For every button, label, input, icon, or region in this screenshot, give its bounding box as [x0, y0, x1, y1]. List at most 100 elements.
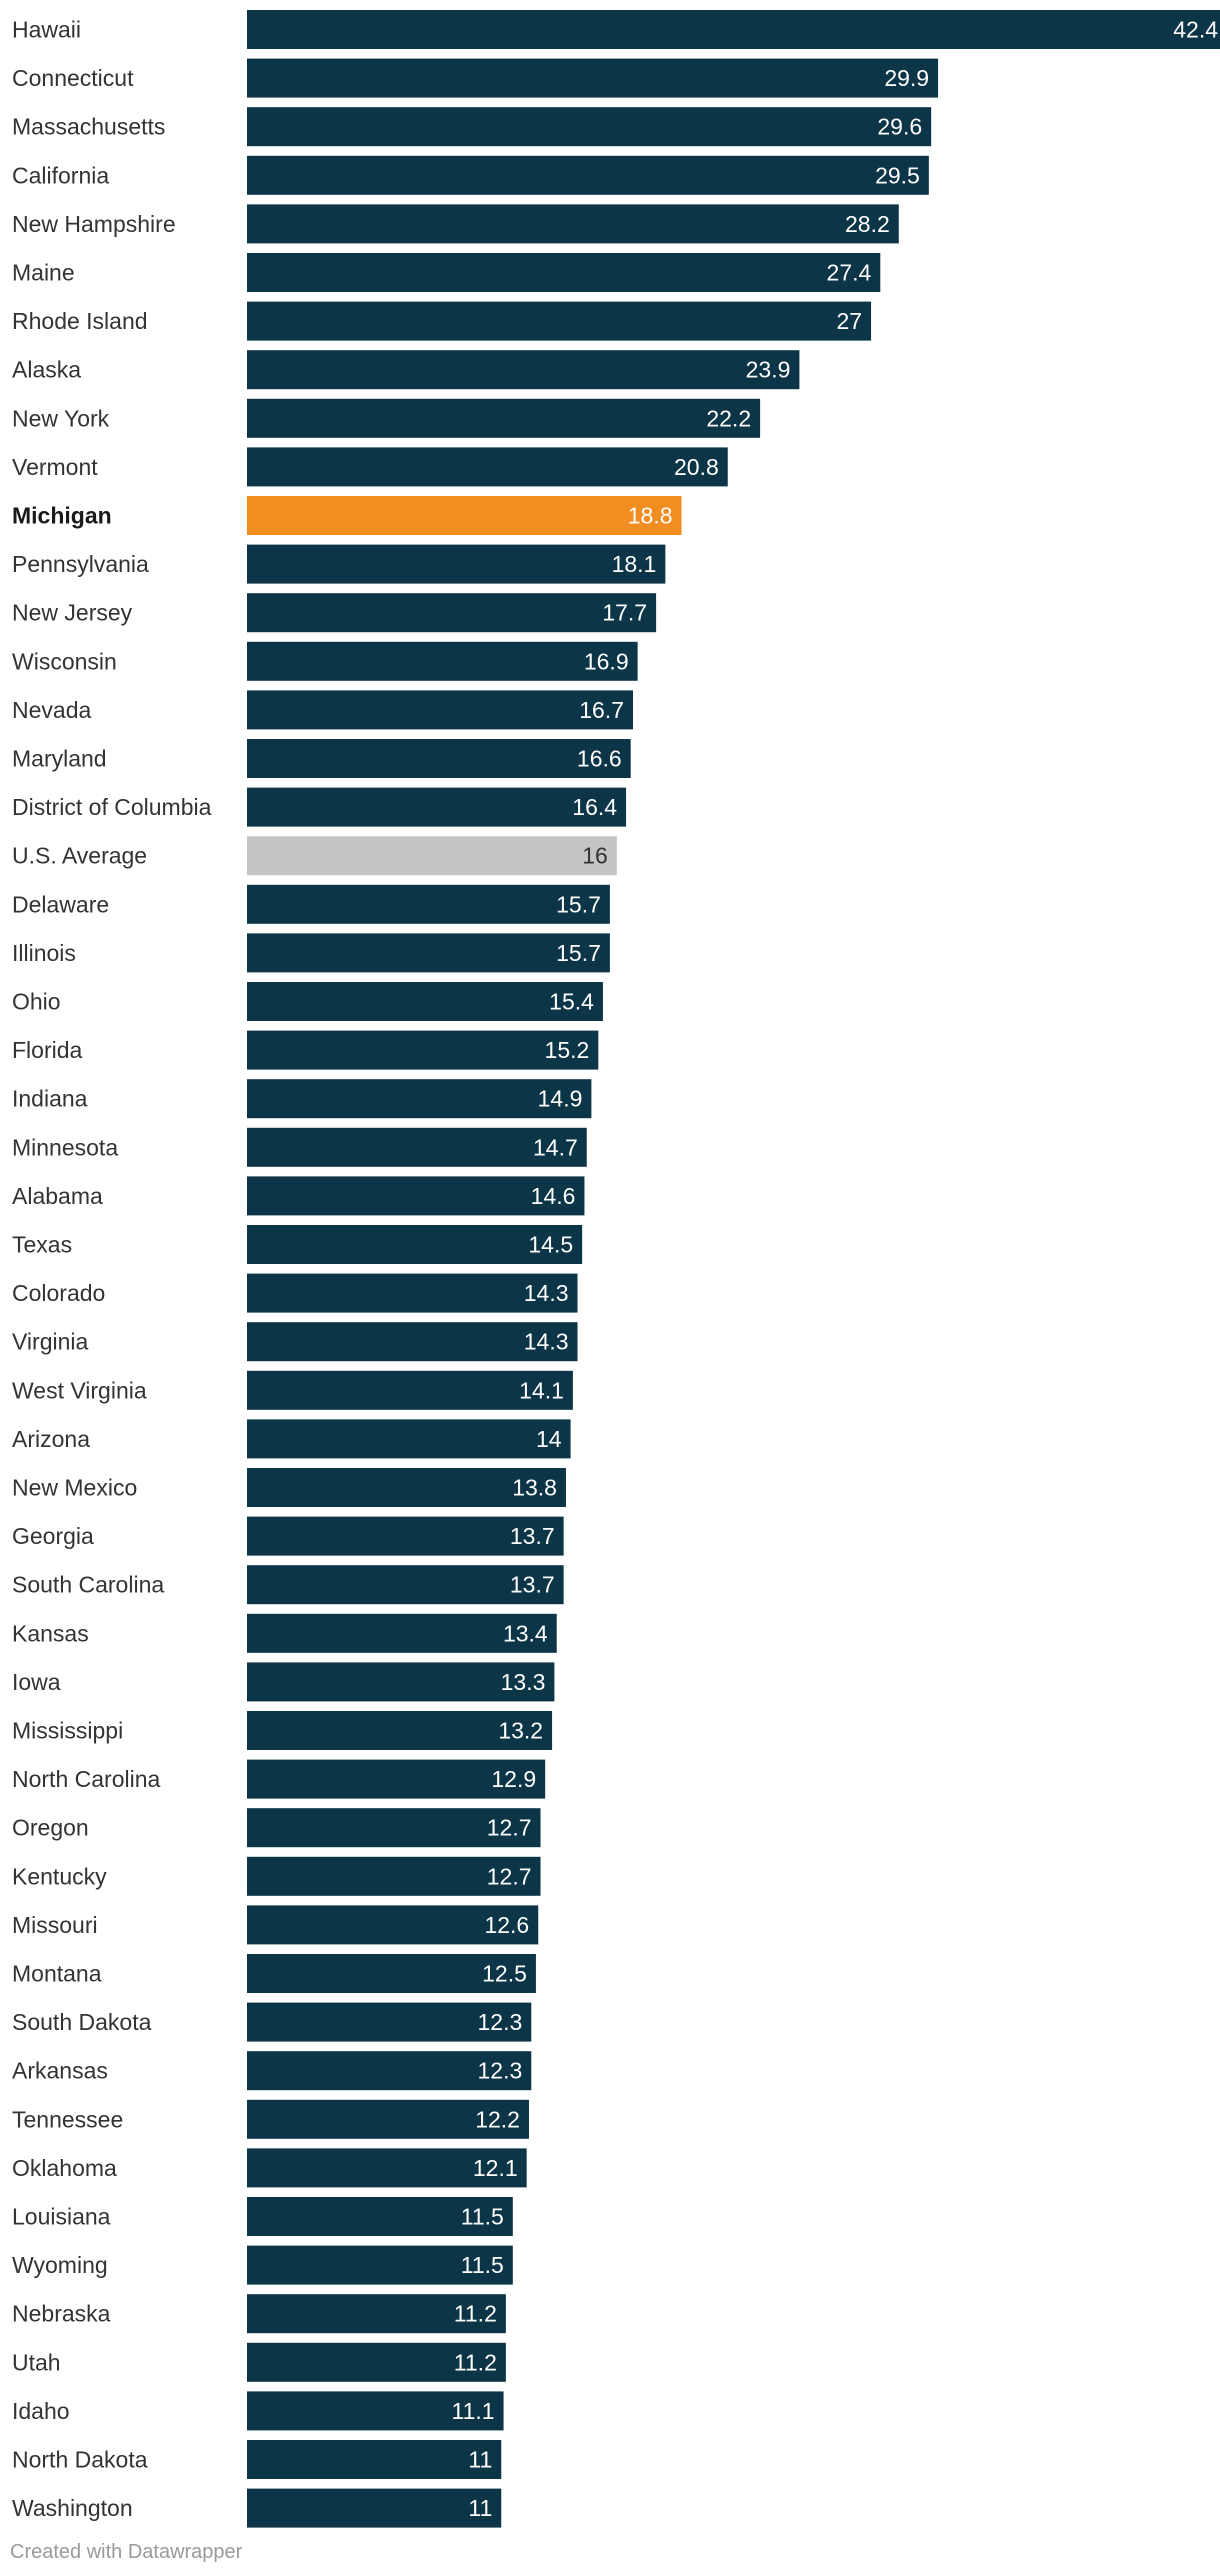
value-label: 12.3 — [478, 2009, 523, 2035]
category-label: Vermont — [12, 454, 98, 480]
category-label: Pennsylvania — [12, 551, 149, 577]
value-label: 16 — [582, 843, 608, 869]
bar-row-massachusetts: Massachusetts 29.6 — [12, 107, 932, 147]
bar — [247, 836, 617, 876]
value-label: 29.6 — [877, 114, 922, 140]
value-label: 12.5 — [482, 1961, 527, 1987]
bar — [247, 933, 610, 973]
value-label: 12.3 — [478, 2058, 523, 2084]
bar — [247, 2148, 527, 2188]
bar-row-u-s-average: U.S. Average 16 — [12, 836, 617, 876]
bar-row-rhode-island: Rhode Island 27 — [12, 301, 872, 341]
category-label: New Mexico — [12, 1475, 137, 1501]
bar — [247, 1419, 571, 1459]
bar-row-delaware: Delaware 15.7 — [12, 884, 610, 924]
category-label: Michigan — [12, 503, 112, 529]
category-label: Colorado — [12, 1280, 105, 1306]
bar — [247, 398, 761, 438]
bar — [247, 1030, 599, 1070]
category-label: Nebraska — [12, 2301, 111, 2327]
bar-row-alabama: Alabama 14.6 — [12, 1176, 585, 1216]
bar-row-south-carolina: South Carolina 13.7 — [12, 1565, 564, 1605]
bar-row-maryland: Maryland 16.6 — [12, 739, 631, 778]
category-label: South Dakota — [12, 2009, 152, 2035]
bar — [247, 641, 638, 681]
bar — [247, 690, 633, 730]
category-label: Hawaii — [12, 17, 81, 43]
value-label: 11 — [468, 2495, 492, 2521]
bar-row-washington: Washington 11 — [12, 2488, 502, 2528]
category-label: Alaska — [12, 357, 81, 383]
bar-row-montana: Montana 12.5 — [12, 1954, 536, 1993]
category-label: Utah — [12, 2349, 61, 2375]
bar — [247, 496, 682, 535]
category-label: Delaware — [12, 891, 109, 917]
bar-row-arizona: Arizona 14 — [12, 1419, 571, 1459]
category-label: Oklahoma — [12, 2155, 117, 2181]
value-label: 16.9 — [584, 648, 629, 674]
value-label: 11.5 — [461, 2252, 504, 2278]
value-label: 20.8 — [674, 454, 719, 480]
bar-row-louisiana: Louisiana 11.5 — [12, 2197, 513, 2236]
category-label: West Virginia — [12, 1377, 147, 1403]
value-label: 14.7 — [533, 1134, 578, 1160]
bar-row-vermont: Vermont 20.8 — [12, 447, 728, 487]
bar — [247, 2099, 529, 2139]
bar — [247, 593, 657, 633]
bar — [247, 982, 603, 1021]
value-label: 11.5 — [461, 2204, 504, 2230]
bar — [247, 787, 627, 827]
bar-row-california: California 29.5 — [12, 155, 929, 195]
bar-row-colorado: Colorado 14.3 — [12, 1273, 578, 1313]
value-label: 14.1 — [519, 1377, 564, 1403]
bar-row-alaska: Alaska 23.9 — [12, 350, 800, 390]
value-label: 29.5 — [875, 162, 920, 188]
value-label: 14.5 — [528, 1232, 573, 1258]
bar-row-florida: Florida 15.2 — [12, 1030, 599, 1070]
category-label: Idaho — [12, 2398, 70, 2424]
bar-row-idaho: Idaho 11.1 — [12, 2391, 504, 2431]
bar-row-ohio: Ohio 15.4 — [12, 982, 603, 1021]
bar-row-nebraska: Nebraska 11.2 — [12, 2294, 506, 2334]
bar-row-minnesota: Minnesota 14.7 — [12, 1127, 587, 1167]
value-label: 27 — [836, 308, 862, 334]
value-label: 14.9 — [538, 1086, 583, 1112]
value-label: 13.4 — [503, 1620, 548, 1646]
category-label: North Dakota — [12, 2447, 148, 2473]
bar-row-oklahoma: Oklahoma 12.1 — [12, 2148, 527, 2188]
bar-row-hawaii: Hawaii 42.4 — [12, 10, 1220, 49]
value-label: 14.3 — [524, 1280, 569, 1306]
category-label: Maine — [12, 260, 75, 286]
footer-credit: Created with Datawrapper — [10, 2541, 243, 2563]
bar-row-north-carolina: North Carolina 12.9 — [12, 1759, 546, 1799]
value-label: 13.8 — [512, 1475, 557, 1501]
category-label: Georgia — [12, 1523, 94, 1549]
bar — [247, 2391, 504, 2431]
bar-row-mississippi: Mississippi 13.2 — [12, 1711, 553, 1750]
bar — [247, 1711, 553, 1750]
bar — [247, 350, 800, 390]
bar — [247, 2051, 532, 2091]
bar — [247, 1322, 578, 1362]
value-label: 15.2 — [545, 1037, 590, 1063]
category-label: Alabama — [12, 1183, 103, 1209]
bar — [247, 1856, 541, 1896]
category-label: New Hampshire — [12, 211, 176, 237]
bar-row-west-virginia: West Virginia 14.1 — [12, 1370, 573, 1410]
value-label: 18.1 — [612, 551, 657, 577]
bar — [247, 2294, 506, 2334]
bar — [247, 2440, 502, 2479]
value-label: 22.2 — [706, 405, 751, 431]
bar-row-north-dakota: North Dakota 11 — [12, 2440, 502, 2479]
category-label: Kentucky — [12, 1863, 107, 1889]
value-label: 23.9 — [746, 357, 791, 383]
category-label: Louisiana — [12, 2204, 111, 2230]
bar — [247, 1759, 546, 1799]
category-label: Arkansas — [12, 2058, 108, 2084]
value-label: 15.7 — [556, 891, 601, 917]
value-label: 13.7 — [510, 1523, 555, 1549]
bar — [247, 1565, 564, 1605]
bar — [247, 2197, 513, 2236]
bar — [247, 1127, 587, 1167]
